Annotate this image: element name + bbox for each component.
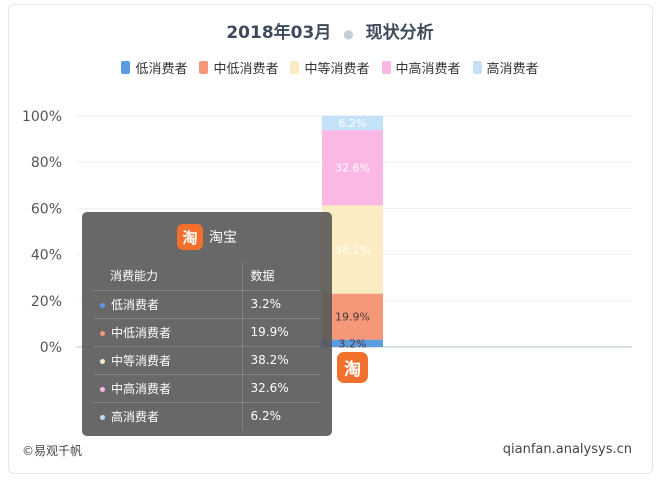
footer-site-url: qianfan.analysys.cn bbox=[502, 442, 632, 457]
tooltip-series-dot bbox=[100, 330, 105, 336]
chart-title-date: 2018年03月 bbox=[226, 23, 332, 43]
bar-segment bbox=[322, 130, 383, 206]
tooltip-series-dot bbox=[100, 414, 105, 420]
legend-item[interactable]: 低消费者 bbox=[121, 58, 187, 77]
bar-data-label: 6.2% bbox=[339, 117, 367, 130]
title-separator-dot: ● bbox=[343, 27, 354, 41]
legend-label: 低消费者 bbox=[135, 62, 188, 77]
bar-segment bbox=[322, 205, 383, 294]
legend-swatch bbox=[381, 61, 391, 74]
y-tick-label: 40% bbox=[31, 248, 62, 264]
tooltip-row: 中低消费者 19.9% bbox=[94, 318, 320, 347]
tooltip-row-label: 低消费者 bbox=[111, 297, 160, 312]
tooltip-row-label-cell: 中等消费者 bbox=[94, 346, 243, 375]
tooltip-app-icon: 淘 bbox=[177, 224, 203, 250]
tooltip-row-label-cell: 中低消费者 bbox=[94, 318, 243, 347]
legend-swatch bbox=[121, 61, 131, 74]
tooltip-row-label: 高消费者 bbox=[111, 409, 160, 424]
legend-swatch bbox=[199, 61, 209, 74]
chart-legend: 低消费者 中低消费者 中等消费者 中高消费者 高消费者 bbox=[0, 58, 660, 77]
tooltip-row: 中高消费者 32.6% bbox=[94, 374, 320, 403]
chart-title: 2018年03月 ● 现状分析 bbox=[0, 18, 660, 43]
legend-item[interactable]: 高消费者 bbox=[472, 58, 539, 77]
tooltip-row-label-cell: 低消费者 bbox=[94, 290, 243, 319]
bar-data-label: 38.2% bbox=[335, 244, 370, 257]
tooltip-row-value: 32.6% bbox=[242, 374, 320, 403]
y-tick-label: 60% bbox=[31, 201, 62, 217]
tooltip-row: 低消费者 3.2% bbox=[94, 290, 320, 319]
y-tick-label: 0% bbox=[40, 340, 62, 356]
taobao-app-icon: 淘 bbox=[337, 352, 368, 383]
tooltip-row-label: 中低消费者 bbox=[111, 325, 172, 340]
tooltip-series-dot bbox=[100, 302, 105, 308]
bar-data-label: 3.2% bbox=[339, 337, 367, 350]
tooltip-row-label: 中等消费者 bbox=[111, 353, 172, 368]
tooltip-table: 消费能力 数据 低消费者 3.2% 中低消费者 19.9% 中等消费者 38.2% 中高消费… bbox=[94, 262, 320, 430]
y-tick-label: 80% bbox=[31, 155, 62, 171]
legend-label: 中低消费者 bbox=[213, 62, 279, 77]
tooltip-app-name: 淘宝 bbox=[209, 230, 237, 246]
legend-swatch bbox=[472, 61, 482, 74]
tooltip-series-dot bbox=[100, 386, 105, 392]
legend-item[interactable]: 中等消费者 bbox=[290, 58, 370, 77]
legend-label: 中等消费者 bbox=[304, 62, 370, 77]
tooltip-row: 高消费者 6.2% bbox=[94, 402, 320, 430]
tooltip-series-dot bbox=[100, 358, 105, 364]
chart-tooltip: 淘 淘宝 消费能力 数据 低消费者 3.2% 中低消费者 19.9% 中等消费者 38.2… bbox=[82, 212, 332, 436]
y-tick-label: 20% bbox=[31, 294, 62, 310]
legend-swatch bbox=[290, 61, 300, 74]
tooltip-row-value: 19.9% bbox=[242, 318, 320, 347]
bar-segment bbox=[322, 293, 383, 340]
tooltip-row-label-cell: 高消费者 bbox=[94, 402, 243, 430]
tooltip-row-label-cell: 中高消费者 bbox=[94, 374, 243, 403]
legend-label: 中高消费者 bbox=[395, 62, 461, 77]
bar-data-label: 32.6% bbox=[335, 162, 370, 175]
bar-segment bbox=[322, 339, 383, 347]
tooltip-row: 中等消费者 38.2% bbox=[94, 346, 320, 375]
legend-item[interactable]: 中高消费者 bbox=[381, 58, 461, 77]
bar-segment bbox=[322, 115, 383, 131]
footer-copyright: ©易观千帆 bbox=[22, 444, 83, 458]
tooltip-row-value: 3.2% bbox=[242, 290, 320, 319]
tooltip-table-header-row: 消费能力 数据 bbox=[94, 262, 320, 291]
tooltip-header: 淘 淘宝 bbox=[82, 212, 332, 262]
tooltip-row-label: 中高消费者 bbox=[111, 381, 172, 396]
tooltip-col-value-header: 数据 bbox=[242, 262, 320, 291]
chart-title-sub: 现状分析 bbox=[365, 23, 434, 43]
bar-data-label: 19.9% bbox=[335, 311, 370, 324]
tooltip-col-label-header: 消费能力 bbox=[94, 262, 243, 291]
tooltip-row-value: 38.2% bbox=[242, 346, 320, 375]
legend-label: 高消费者 bbox=[486, 62, 539, 77]
tooltip-row-value: 6.2% bbox=[250, 409, 282, 424]
y-tick-label: 100% bbox=[22, 109, 62, 125]
legend-item[interactable]: 中低消费者 bbox=[199, 58, 278, 77]
